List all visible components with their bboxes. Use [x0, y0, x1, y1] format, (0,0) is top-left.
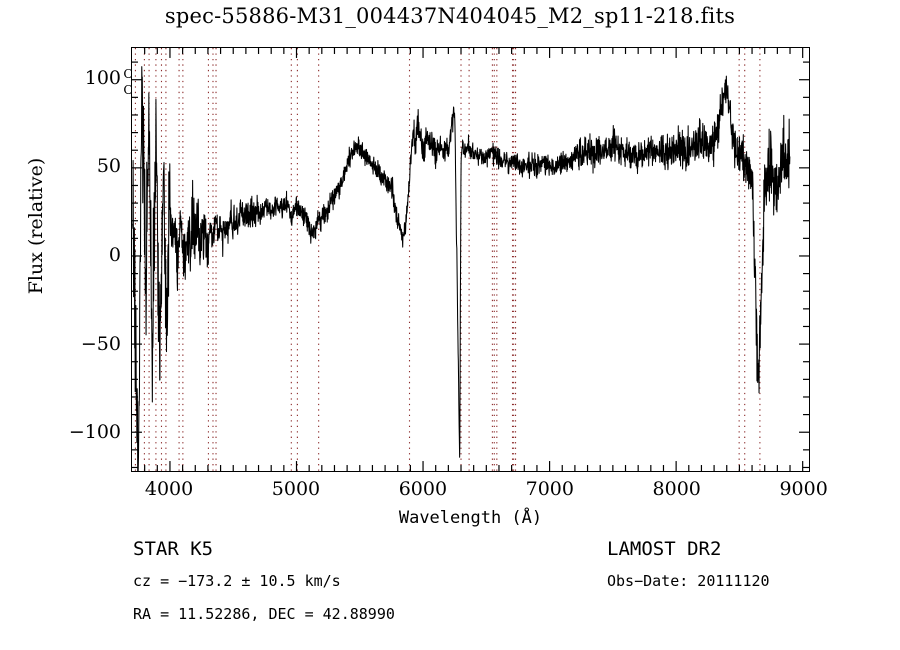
x-tick-label: 4000 — [144, 478, 194, 500]
plot-frame — [131, 47, 810, 472]
y-tick-label: 0 — [108, 243, 121, 266]
object-class: STAR K5 — [133, 538, 214, 560]
line-marker-labels: OIIOIIHθHηHeIKHSIIHδGHγOIIIOIIIOIIIMgNaO… — [0, 0, 900, 95]
axis-ticks — [132, 48, 809, 471]
y-tick-label: 100 — [84, 66, 121, 89]
x-tick-label: 9000 — [779, 478, 828, 500]
survey-name: LAMOST DR2 — [607, 538, 722, 560]
page-title: spec-55886-M31_004437N404045_M2_sp11-218… — [164, 4, 736, 28]
y-tick-label: 50 — [96, 155, 121, 178]
observation-date: Obs−Date: 20111120 — [607, 572, 770, 590]
spectrum-plot — [132, 48, 809, 471]
spectrum-trace — [132, 66, 791, 471]
x-tick-label: 8000 — [652, 478, 701, 500]
x-tick-label: 7000 — [525, 478, 574, 500]
y-tick-label: −100 — [68, 421, 121, 444]
x-tick-label: 5000 — [271, 478, 321, 500]
y-tick-label: −50 — [80, 332, 121, 355]
redshift-value: cz = −173.2 ± 10.5 km/s — [133, 572, 341, 590]
x-tick-label: 6000 — [398, 478, 448, 500]
x-axis-label: Wavelength (Å) — [398, 508, 543, 528]
coordinates-value: RA = 11.52286, DEC = 42.88990 — [133, 605, 395, 623]
y-axis-label: Flux (relative) — [25, 157, 47, 295]
